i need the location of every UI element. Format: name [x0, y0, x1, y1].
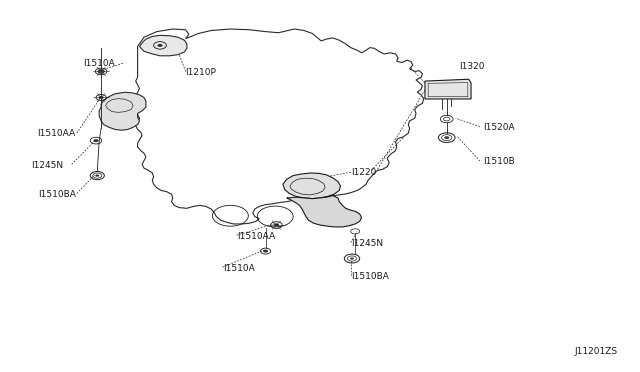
Text: I1510AA: I1510AA: [237, 232, 275, 241]
Polygon shape: [425, 79, 471, 99]
Text: I1210P: I1210P: [186, 68, 216, 77]
Text: I1245N: I1245N: [31, 161, 63, 170]
Text: I1245N: I1245N: [351, 239, 383, 248]
Circle shape: [99, 96, 104, 99]
Text: I1220: I1220: [351, 169, 376, 177]
Polygon shape: [99, 92, 146, 130]
Polygon shape: [287, 196, 362, 227]
Text: J11201ZS: J11201ZS: [575, 347, 618, 356]
Text: I1510BA: I1510BA: [351, 272, 388, 280]
Circle shape: [274, 224, 279, 227]
Text: I1510AA: I1510AA: [37, 129, 76, 138]
Text: I1320: I1320: [460, 62, 485, 71]
Polygon shape: [140, 35, 187, 56]
Circle shape: [98, 70, 104, 73]
Text: I1510A: I1510A: [223, 264, 255, 273]
Circle shape: [157, 44, 163, 47]
Circle shape: [350, 257, 354, 260]
Circle shape: [444, 136, 449, 139]
Text: I1510B: I1510B: [483, 157, 515, 166]
Circle shape: [95, 174, 99, 177]
Circle shape: [93, 139, 99, 142]
Text: I1520A: I1520A: [483, 123, 515, 132]
Polygon shape: [283, 173, 340, 199]
Text: I1510A: I1510A: [83, 59, 115, 68]
Circle shape: [263, 250, 268, 253]
Text: I1510BA: I1510BA: [38, 190, 76, 199]
